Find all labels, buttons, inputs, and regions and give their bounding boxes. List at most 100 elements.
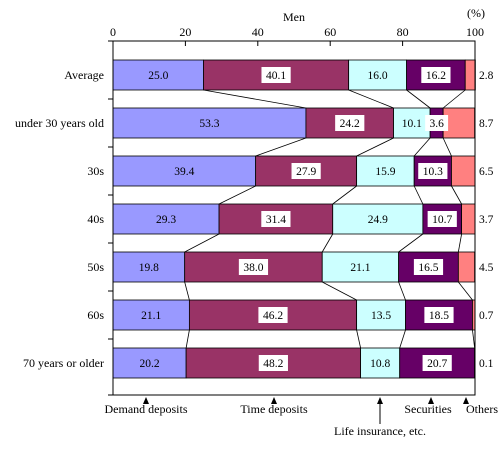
data-label-bg [413, 259, 444, 275]
category-label: 30s [87, 164, 104, 178]
connector-line [457, 233, 462, 253]
legend-arrowhead [377, 397, 383, 404]
x-axis-ticks: 0 20 40 60 80 100 [108, 25, 484, 396]
data-label: 6.5 [479, 166, 494, 178]
bar-segment [393, 107, 431, 139]
bar-segment [112, 107, 307, 139]
connector-line [185, 329, 190, 349]
bar-segment [112, 347, 187, 379]
data-label: 25.0 [148, 70, 168, 82]
legend-label: Demand deposits [105, 402, 188, 416]
data-label-bg [291, 163, 321, 179]
legend-label: Securities [404, 402, 452, 416]
data-label-bg [261, 211, 291, 227]
category-label: 50s [87, 260, 104, 274]
data-label: 18.5 [429, 310, 449, 322]
x-tick-label: 0 [110, 25, 116, 39]
data-label: 10.3 [423, 166, 443, 178]
connector-line [472, 329, 476, 349]
legend-label: Time deposits [240, 402, 308, 416]
legend-arrowhead [428, 397, 434, 404]
data-label-bg [427, 211, 457, 227]
legend-arrowhead [271, 397, 277, 404]
category-label: Average [64, 68, 104, 82]
connector-line [348, 89, 394, 109]
connector-line [399, 329, 406, 349]
bar-segment [305, 107, 394, 139]
data-label: 38.0 [243, 262, 263, 274]
data-label: 48.2 [263, 358, 283, 370]
bar-segment [356, 155, 415, 187]
category-label: 70 years or older [23, 356, 104, 370]
connector-line [413, 137, 431, 157]
bars [112, 59, 476, 379]
bar-segment [442, 107, 476, 139]
data-label: 3.7 [479, 214, 494, 226]
bar-segment [406, 59, 466, 91]
bar-segment [451, 155, 476, 187]
data-label: 29.3 [156, 214, 176, 226]
data-label: 10.1 [402, 118, 422, 130]
connector-line [406, 89, 431, 109]
connector-line [356, 137, 394, 157]
data-label: 16.2 [426, 70, 446, 82]
bar-segment [112, 155, 257, 187]
connector-line [398, 233, 424, 253]
data-label: 40.1 [266, 70, 286, 82]
data-label: 16.0 [368, 70, 388, 82]
data-label-bg [421, 67, 451, 83]
connector-line [255, 137, 307, 157]
legend-label: Others [466, 402, 498, 416]
data-label-bg [335, 115, 365, 131]
data-label-bg [418, 163, 448, 179]
bar-segment [112, 59, 204, 91]
connector-line [322, 281, 357, 301]
unit-label: (%) [467, 6, 485, 20]
data-label: 24.2 [340, 118, 360, 130]
data-label: 21.1 [350, 262, 370, 274]
data-label: 8.7 [479, 118, 494, 130]
connector-line [413, 185, 424, 205]
connector-line [451, 185, 462, 205]
data-label: 10.8 [370, 358, 390, 370]
connector-line [458, 281, 473, 301]
data-label: 2.8 [479, 70, 494, 82]
data-labels: 25.0 40.1 16.0 16.2 2.8 53.3 24.2 10.1 3.6 8.7 39.… [139, 67, 494, 371]
data-label-bg [258, 355, 288, 371]
bar-segment [112, 299, 190, 331]
bar-segment [457, 251, 476, 283]
data-label: 21.1 [141, 310, 161, 322]
connector-line [184, 233, 220, 253]
legend-arrowhead [463, 397, 469, 404]
bar-segment [321, 251, 400, 283]
category-label: 40s [87, 212, 104, 226]
data-label-bg [424, 307, 454, 323]
bar-segment [360, 347, 401, 379]
bar-segment [461, 203, 476, 235]
data-label: 15.9 [375, 166, 395, 178]
category-label: under 30 years old [15, 116, 104, 130]
data-label: 53.3 [199, 118, 219, 130]
bar-segment [332, 203, 424, 235]
bar-segment [356, 299, 406, 331]
data-label: 3.6 [429, 118, 444, 130]
plot-border [112, 40, 476, 396]
bar-segment [348, 59, 407, 91]
connector-line [332, 185, 357, 205]
category-labels: Average under 30 years old 30s 40s 50s 60s 70 … [15, 68, 104, 370]
plot-frame [112, 40, 476, 396]
bar-segment [464, 59, 476, 91]
data-label-bg [422, 355, 452, 371]
connector-line [356, 329, 361, 349]
data-label: 46.2 [263, 310, 283, 322]
bar-segment [112, 251, 186, 283]
x-tick-label: 40 [252, 25, 264, 39]
data-label: 31.4 [266, 214, 286, 226]
connector-line [398, 281, 406, 301]
connector-line [442, 137, 452, 157]
category-label: 60s [87, 308, 104, 322]
data-label: 10.7 [432, 214, 452, 226]
x-tick-label: 100 [466, 25, 484, 39]
connector-line [442, 89, 466, 109]
connector-line [203, 89, 307, 109]
